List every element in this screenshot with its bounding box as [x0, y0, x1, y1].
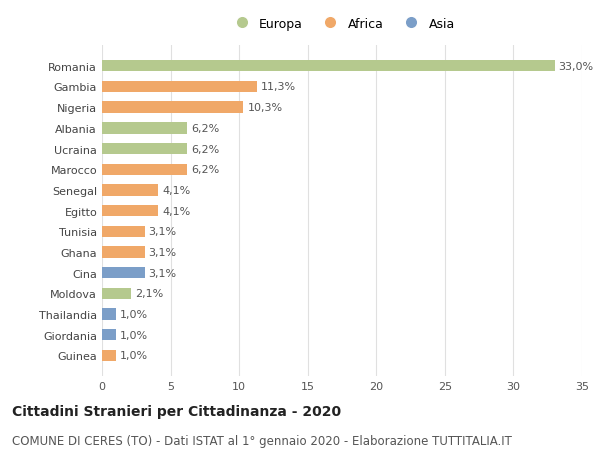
Text: 1,0%: 1,0% — [120, 330, 148, 340]
Bar — [102, 82, 257, 93]
Text: 11,3%: 11,3% — [261, 82, 296, 92]
Text: 1,0%: 1,0% — [120, 351, 148, 361]
Bar — [102, 350, 116, 361]
Bar — [102, 102, 243, 113]
Text: Cittadini Stranieri per Cittadinanza - 2020: Cittadini Stranieri per Cittadinanza - 2… — [12, 404, 341, 418]
Text: 3,1%: 3,1% — [149, 227, 177, 237]
Bar — [102, 123, 187, 134]
Text: 4,1%: 4,1% — [163, 185, 191, 196]
Bar — [102, 61, 554, 72]
Text: COMUNE DI CERES (TO) - Dati ISTAT al 1° gennaio 2020 - Elaborazione TUTTITALIA.I: COMUNE DI CERES (TO) - Dati ISTAT al 1° … — [12, 434, 512, 447]
Text: 4,1%: 4,1% — [163, 206, 191, 216]
Text: 10,3%: 10,3% — [247, 103, 283, 113]
Bar — [102, 309, 116, 320]
Bar — [102, 206, 158, 217]
Bar — [102, 144, 187, 155]
Bar — [102, 247, 145, 258]
Bar — [102, 164, 187, 175]
Text: 1,0%: 1,0% — [120, 309, 148, 319]
Bar — [102, 288, 131, 299]
Bar — [102, 185, 158, 196]
Legend: Europa, Africa, Asia: Europa, Africa, Asia — [224, 12, 460, 35]
Text: 2,1%: 2,1% — [135, 289, 163, 299]
Bar — [102, 330, 116, 341]
Text: 3,1%: 3,1% — [149, 247, 177, 257]
Text: 3,1%: 3,1% — [149, 268, 177, 278]
Text: 6,2%: 6,2% — [191, 144, 220, 154]
Text: 33,0%: 33,0% — [559, 62, 594, 72]
Text: 6,2%: 6,2% — [191, 165, 220, 175]
Bar — [102, 268, 145, 279]
Text: 6,2%: 6,2% — [191, 123, 220, 134]
Bar — [102, 226, 145, 237]
